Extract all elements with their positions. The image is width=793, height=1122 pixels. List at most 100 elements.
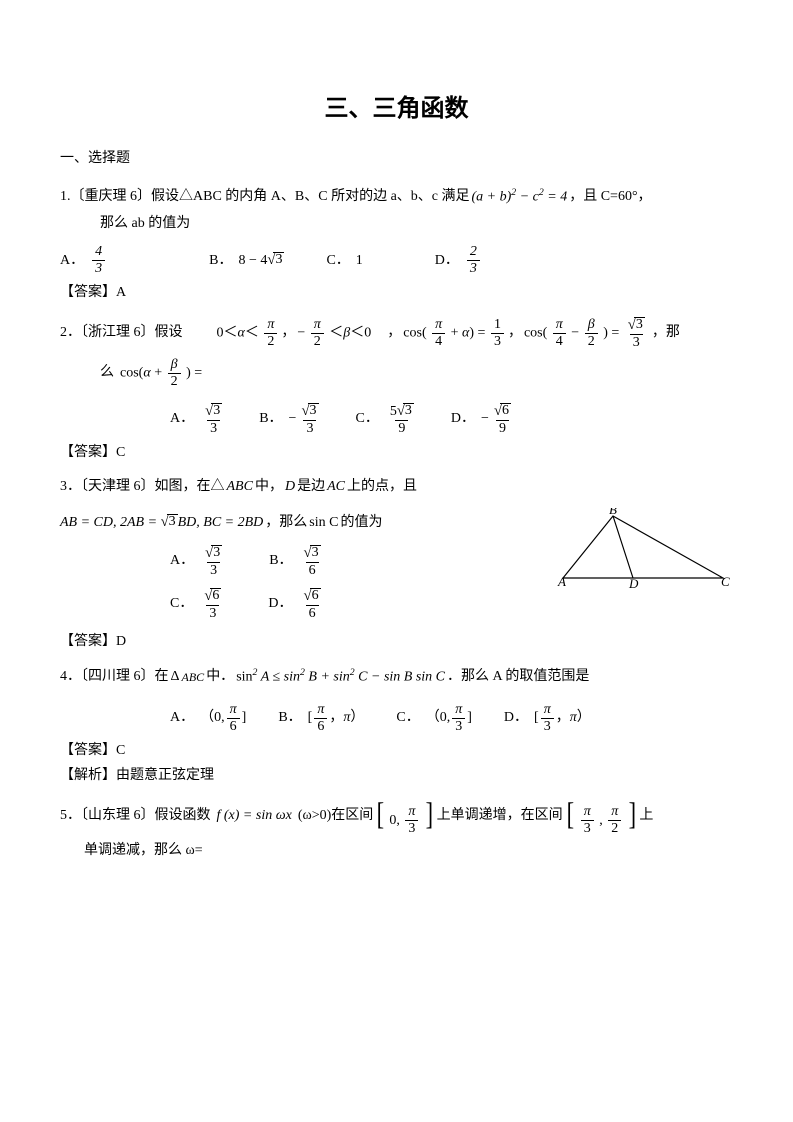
l: A． [170,550,194,572]
s3: 3 [167,514,178,530]
q2-opt-c: C． 5√39 [356,403,419,436]
rp: ] [242,707,247,729]
l: C． [356,408,379,430]
q4-opt-d: D． [ π3 ， π ） [504,703,591,734]
rel-pre: AB = CD, 2AB = [60,515,161,530]
q1-opt-c: C． 1 [326,250,362,272]
lb: [ [308,707,313,729]
q1-opt-d: D． 2 3 [435,245,482,276]
opt-b-val: 8 − 4√3 [238,250,284,272]
frac-4-3: 4 3 [92,245,105,276]
l: C． [170,593,193,615]
c1a: 0＜ [217,325,238,340]
sqrt3: 3 [273,252,284,268]
explain-label: 【解析】 [60,768,116,783]
pi: π [264,318,277,333]
q5-text: 5．〔山东理 6〕假设函数 [60,805,211,827]
d: 3 [405,820,418,836]
q3-rel: AB = CD, 2AB = √3BD, BC = 2BD [60,512,263,534]
q1-opt-b: B． 8 − 4√3 [209,250,284,272]
answer-label: 【答案】 [60,743,116,758]
pi: π [343,707,350,729]
plus: + [451,325,462,340]
comma: ， [508,322,522,344]
neg: − [297,325,305,340]
q3-opt-a: A． √33 [170,545,227,578]
abc: ABC [227,476,253,498]
question-5: 5．〔山东理 6〕假设函数 f (x) = sin ωx (ω>0)在区间 [ … [60,797,733,863]
q2-opt-d: D． − √69 [451,403,516,436]
q2-answer: 【答案】C [60,442,733,464]
opt-d-letter: D． [435,250,459,272]
l: A． [170,707,194,729]
triangle-figure: A B C D [553,508,733,596]
q2-opt-b: B． − √33 [259,403,323,436]
pi: π [432,318,445,333]
t: 是边 [297,476,325,498]
pi: π [608,805,621,820]
q1-opt-a: A． 4 3 [60,245,107,276]
s3: 3 [211,403,222,419]
l: D． [504,707,528,729]
answer-val: A [116,285,126,300]
answer-val: C [116,445,125,460]
answer-val: D [116,634,126,649]
abc: ABC [182,668,205,687]
pi: π [227,703,240,718]
q4-explain: 【解析】由题意正弦定理 [60,765,733,787]
pi: π [541,703,554,718]
t: 上单调递增，在区间 [437,805,563,827]
q4-expr: sin2 A ≤ sin2 B + sin2 C − sin B sin C [236,665,445,689]
question-1: 1.〔重庆理 6〕假设△ABC 的内角 A、B、C 所对的边 a、b、c 满足 … [60,185,733,276]
cos: cos( [403,325,426,340]
section-heading: 一、选择题 [60,148,733,170]
d: 3 [206,605,219,621]
pi: π [581,805,594,820]
den: 3 [467,260,480,276]
q4-opt-a: A． （0, π6 ] [170,703,246,734]
q2-ask: cos(α + β2 ) = [120,358,202,389]
q4-opt-c: C． （0, π3 ] [396,703,472,734]
q3-opt-c: C． √63 [170,588,226,621]
t: ，那么 [265,512,307,534]
eq: ) = [603,325,623,340]
interval-2: [ π3 , π2 ] [565,797,638,836]
b: B + sin [308,670,349,685]
q1-expr: (a + b)2 − c2 = 4 [472,185,568,209]
sinc: sin C [309,512,338,534]
lp: （0, [426,707,451,729]
num: 2 [467,245,480,260]
c1b: ＜ [245,325,259,340]
four: 4 [432,333,445,349]
four: 4 [553,333,566,349]
l: B． [259,408,282,430]
plus: + [151,365,166,380]
t: 中， [255,476,283,498]
d3: 3 [207,420,220,436]
q5-line2: 单调递减，那么 ω= [84,840,203,862]
l: C． [396,707,419,729]
lt0: ＜0 [350,325,371,340]
opt-c-val: 1 [356,250,363,272]
q1-suffix: ，且 C=60°， [569,186,651,208]
s: 3 [310,545,321,561]
explain-text: 由题意正弦定理 [116,768,214,783]
eq: ) = [186,365,202,380]
q4-text: 4．〔四川理 6〕在 [60,666,169,688]
d9: 9 [496,420,509,436]
t: (ω>0)在区间 [298,805,373,827]
t: ．那么 A 的取值范围是 [447,666,589,688]
comma: ， [387,322,401,344]
question-3: 3．〔天津理 6〕如图，在△ ABC 中， D 是边 AC 上的点，且 AB =… [60,476,733,625]
doc-title: 三、三角函数 [60,90,733,128]
three: 3 [491,333,504,349]
d: 3 [207,562,220,578]
s3: 3 [308,403,319,419]
pi: π [553,318,566,333]
rel-mid: BD, BC = 2BD [178,515,264,530]
interval-1: [ 0, π3 ] [375,797,434,836]
beta: β [585,318,598,333]
t: 上的点，且 [347,476,417,498]
lb: [ [534,707,539,729]
answer-label: 【答案】 [60,445,116,460]
